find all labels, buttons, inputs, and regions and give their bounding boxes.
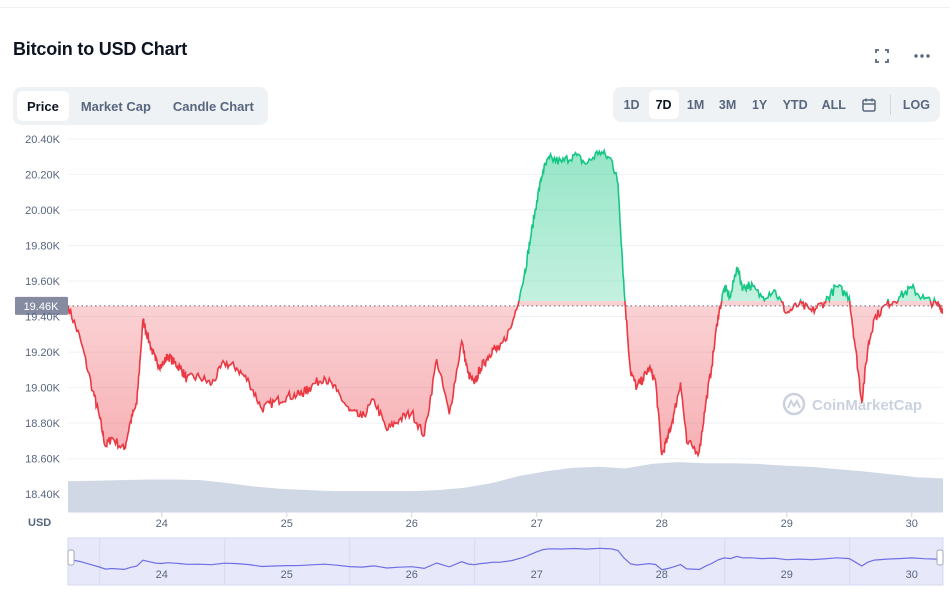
fill-above-baseline	[518, 150, 936, 301]
navigator-tick-label: 25	[281, 569, 293, 581]
y-axis-unit: USD	[28, 517, 51, 529]
fill-below-baseline	[68, 301, 943, 456]
x-tick-label: 27	[531, 518, 543, 530]
calendar-icon[interactable]	[854, 90, 884, 119]
range-separator	[889, 94, 891, 115]
range-1d[interactable]: 1D	[623, 97, 640, 112]
price-fill	[68, 150, 943, 456]
navigator[interactable]: 24 25 26 27 28 29 30	[67, 537, 944, 586]
volume-shape	[68, 462, 943, 512]
navigator-tick-label: 28	[656, 569, 668, 581]
navigator-tick-label: 30	[906, 569, 918, 581]
tab-price[interactable]: Price	[17, 91, 69, 121]
baseline: 19.46K	[15, 296, 943, 315]
range-3m[interactable]: 3M	[718, 97, 737, 112]
fullscreen-icon[interactable]	[870, 44, 894, 68]
navigator-tick-label: 24	[156, 569, 168, 581]
y-tick-label: 20.00K	[25, 205, 61, 217]
y-tick-label: 18.60K	[25, 454, 61, 466]
watermark: CoinMarketCap	[782, 392, 922, 416]
x-tick-label: 24	[156, 518, 168, 530]
navigator-handle-left[interactable]	[67, 549, 75, 566]
range-all[interactable]: ALL	[821, 97, 846, 112]
x-tick-label: 25	[281, 518, 293, 530]
more-icon[interactable]	[910, 44, 934, 68]
y-tick-label: 19.20K	[25, 347, 61, 359]
baseline-badge	[15, 296, 68, 315]
tab-candle-chart[interactable]: Candle Chart	[172, 98, 254, 114]
y-axis: 20.40K 20.20K 20.00K 19.80K 19.60K 19.40K 19.2…	[25, 134, 61, 529]
x-tick-label: 28	[656, 518, 668, 530]
range-1y[interactable]: 1Y	[751, 97, 768, 112]
x-tick-label: 26	[406, 518, 418, 530]
chart-title: Bitcoin to USD Chart	[13, 39, 187, 59]
y-tick-label: 20.20K	[25, 169, 61, 181]
top-divider	[0, 0, 950, 8]
x-tick-label: 29	[781, 518, 793, 530]
y-tick-label: 19.80K	[25, 240, 61, 252]
x-tick-label: 30	[906, 518, 918, 530]
range-ytd[interactable]: YTD	[782, 97, 808, 112]
tab-market-cap[interactable]: Market Cap	[80, 98, 151, 114]
y-tick-label: 18.80K	[25, 418, 61, 430]
navigator-handle-right[interactable]	[936, 549, 944, 566]
y-tick-label: 19.40K	[25, 312, 61, 324]
y-tick-label: 19.00K	[25, 383, 61, 395]
y-tick-label: 19.60K	[25, 276, 61, 288]
chart-type-tabs: Price Market Cap Candle Chart	[13, 87, 268, 125]
range-1m[interactable]: 1M	[686, 97, 705, 112]
x-axis: 24 25 26 27 28 29 30	[68, 511, 943, 530]
y-tick-label: 20.40K	[25, 134, 61, 146]
log-toggle[interactable]: LOG	[902, 97, 930, 112]
time-range-selector: 1D 7D 1M 3M 1Y YTD ALL LOG	[612, 87, 940, 122]
navigator-tick-label: 29	[781, 569, 793, 581]
line-above-baseline	[518, 148, 939, 301]
range-7d[interactable]: 7D	[648, 90, 679, 119]
baseline-label: 19.46K	[24, 301, 60, 313]
navigator-tick-label: 27	[531, 569, 543, 581]
line-below-baseline	[68, 301, 943, 458]
y-tick-label: 18.40K	[25, 489, 61, 501]
price-line	[68, 148, 943, 458]
volume-area	[68, 462, 943, 512]
navigator-tick-label: 26	[406, 569, 418, 581]
navigator-line	[67, 547, 944, 571]
watermark-text: CoinMarketCap	[812, 397, 922, 414]
